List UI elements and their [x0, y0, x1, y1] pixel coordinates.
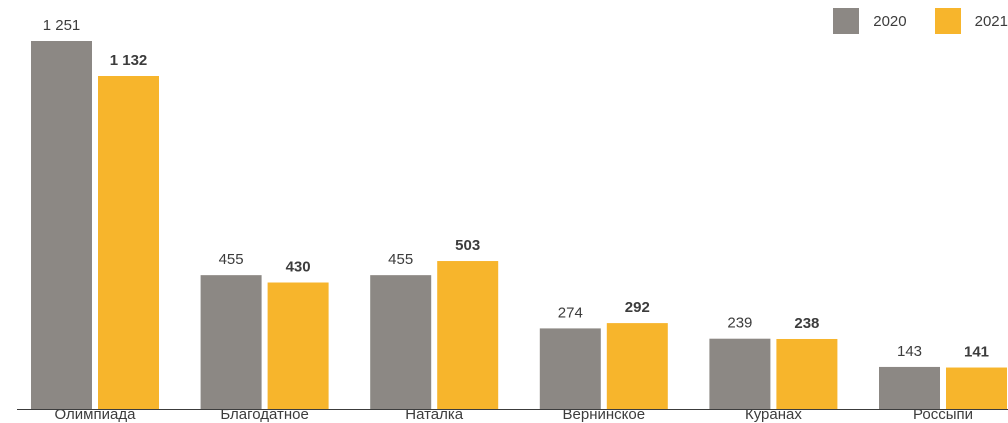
value-label-2020-2: 455: [219, 251, 244, 268]
value-label-2021-5: 238: [794, 315, 819, 332]
value-label-2021-1: 1 132: [110, 52, 148, 69]
legend-label-2021: 2021: [974, 12, 1008, 30]
category-label-6: Россыпи: [913, 406, 973, 423]
bar-2020-5: [709, 338, 771, 409]
bar-2021-3: [437, 261, 499, 409]
value-label-2020-6: 143: [897, 343, 922, 360]
category-label-1: Олимпиада: [55, 406, 137, 423]
value-label-2021-4: 292: [625, 299, 650, 316]
value-label-2021-6: 141: [964, 344, 989, 361]
value-label-2021-2: 430: [286, 259, 311, 276]
category-label-5: Куранах: [745, 406, 802, 423]
value-label-2020-3: 455: [388, 251, 413, 268]
category-label-3: Наталка: [405, 406, 464, 423]
value-label-2020-4: 274: [558, 304, 583, 321]
category-label-4: Вернинское: [563, 406, 646, 423]
value-label-2021-3: 503: [455, 237, 480, 254]
bar-2021-4: [606, 323, 668, 409]
category-label-2: Благодатное: [220, 406, 309, 423]
legend-item-2021: 2021: [934, 8, 1008, 34]
bar-2020-4: [539, 328, 601, 409]
bar-2021-5: [776, 338, 838, 409]
legend-swatch-2021: [934, 8, 961, 34]
bar-2020-3: [370, 275, 432, 409]
bar-2020-1: [31, 41, 92, 409]
bar-2021-1: [98, 76, 159, 410]
bar-2020-2: [200, 275, 262, 409]
legend-item-2020: 2020: [833, 8, 907, 34]
value-label-2020-5: 239: [727, 315, 752, 332]
legend: 2020 2021: [805, 8, 1008, 34]
value-label-2020-1: 1 251: [43, 17, 81, 34]
legend-label-2020: 2020: [873, 12, 907, 30]
bar-2020-6: [879, 366, 940, 409]
bar-2021-2: [267, 282, 329, 409]
bar-2021-6: [946, 367, 1007, 409]
legend-swatch-2020: [833, 8, 860, 34]
